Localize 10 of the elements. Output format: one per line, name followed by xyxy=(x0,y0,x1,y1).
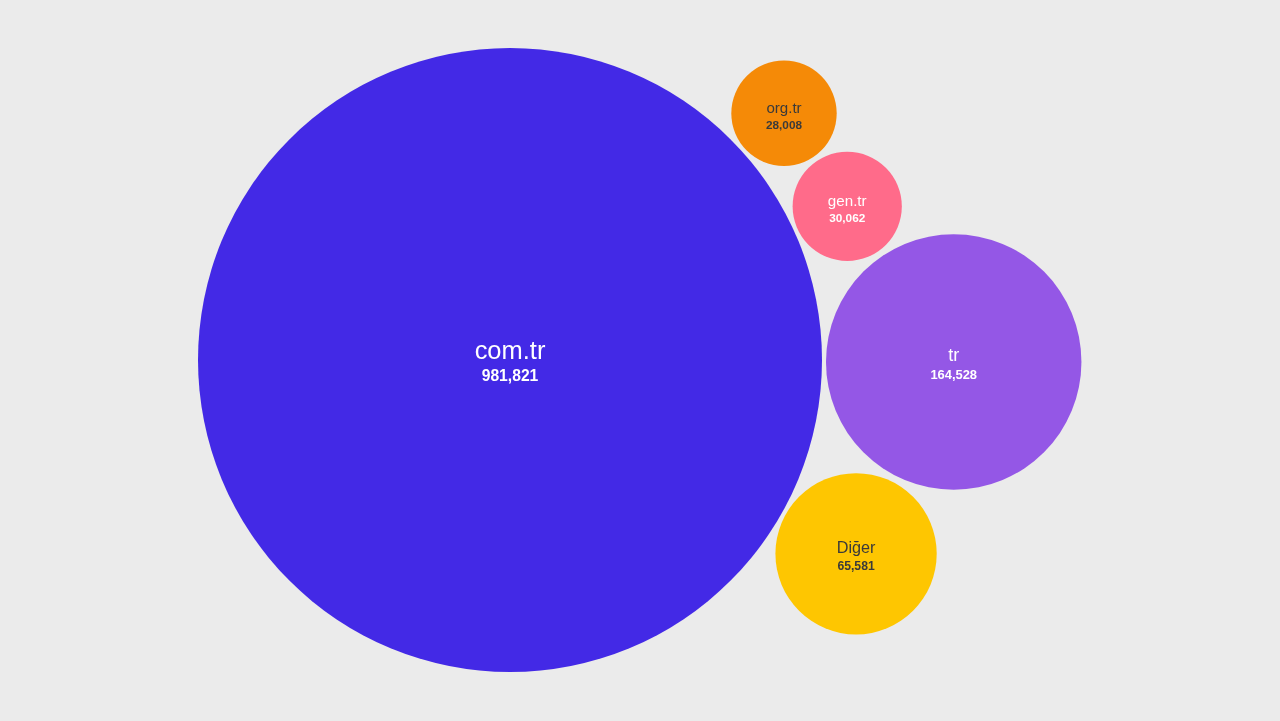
data-label: 164,528 xyxy=(930,366,978,382)
data-label: 28,008 xyxy=(765,118,803,132)
category-label: tr xyxy=(948,344,960,365)
category-label: gen.tr xyxy=(827,192,867,209)
category-label: org.tr xyxy=(766,99,802,117)
category-label: Diğer xyxy=(836,538,877,557)
data-label: 30,062 xyxy=(829,211,866,226)
data-label: 65,581 xyxy=(837,559,875,574)
data-label: 981,821 xyxy=(481,366,539,384)
category-label: com.tr xyxy=(474,336,546,365)
